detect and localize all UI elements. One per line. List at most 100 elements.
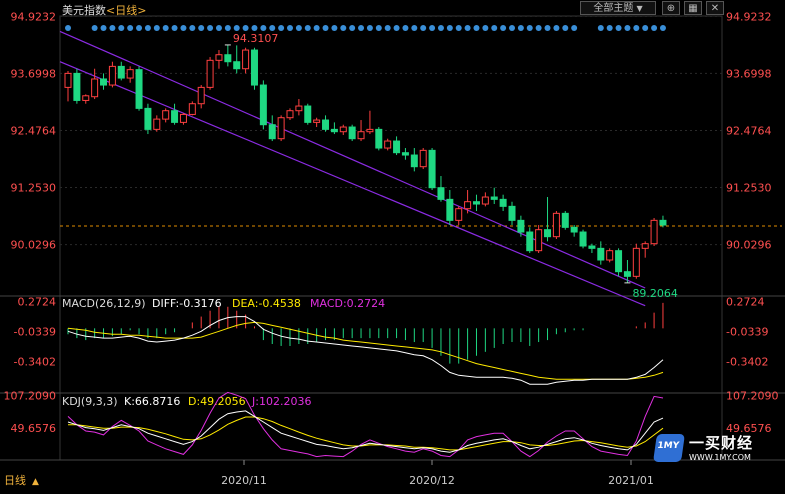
- y-tick-right: 90.0296: [726, 239, 772, 252]
- signal-dot: [526, 25, 533, 31]
- candle-body: [570, 226, 578, 233]
- kdj-j-label: J:102.2036: [251, 395, 311, 408]
- candle-body: [472, 201, 480, 205]
- signal-dot: [251, 25, 258, 31]
- trend-channel-line: [59, 61, 646, 307]
- signal-dot: [402, 25, 409, 31]
- candle-body: [268, 124, 276, 140]
- candle-body: [304, 105, 312, 123]
- candle-body: [295, 105, 303, 112]
- candle-body: [579, 231, 587, 247]
- macd-y-tick-right: 0.2724: [726, 296, 765, 309]
- kdj-k-line: [67, 410, 664, 453]
- macd-y-tick-left: 0.2724: [18, 296, 57, 309]
- signal-dot: [162, 25, 169, 31]
- candle-body: [91, 78, 99, 98]
- signal-dot: [233, 25, 240, 31]
- candle-body: [623, 271, 631, 277]
- x-tick-label: 2021/01: [608, 474, 654, 487]
- signal-dot: [642, 25, 649, 31]
- candle-body: [153, 118, 161, 130]
- candle-body: [428, 149, 436, 189]
- kdj-d-line: [68, 416, 664, 451]
- candle-body: [650, 219, 658, 245]
- signal-dot: [118, 25, 125, 31]
- candle-body: [561, 212, 569, 228]
- candle-body: [588, 245, 596, 249]
- x-tick-label: 2020/11: [221, 474, 267, 487]
- signal-dot: [269, 25, 276, 31]
- candle-body: [481, 196, 489, 205]
- logo-mark: 1MY: [653, 434, 685, 462]
- candle-body: [108, 65, 116, 86]
- candle-body: [348, 126, 356, 140]
- signal-dot: [509, 25, 515, 31]
- signal-dot: [242, 25, 249, 31]
- period-label[interactable]: <日线>: [106, 4, 147, 17]
- signal-dot: [304, 25, 311, 31]
- zoom-icon[interactable]: ⊕: [662, 1, 680, 15]
- candle-body: [526, 231, 534, 252]
- macd-diff-label: DIFF:-0.3176: [152, 297, 222, 310]
- signal-dot: [136, 25, 143, 31]
- signal-dot: [482, 25, 489, 31]
- macd-value-label: MACD:0.2724: [310, 297, 385, 310]
- candle-body: [606, 250, 614, 261]
- candle-body: [357, 131, 365, 140]
- kdj-k-label: K:66.8716: [124, 395, 180, 408]
- signal-dot: [473, 25, 480, 31]
- logo: 1MY 一买财经 WWW.1MY.COM: [653, 432, 767, 468]
- candle-body: [455, 208, 463, 221]
- theme-dropdown[interactable]: 全部主题 ▼: [580, 1, 656, 15]
- signal-dot: [571, 25, 578, 31]
- candle-body: [384, 140, 392, 149]
- candle-body: [552, 212, 560, 238]
- signal-dot: [597, 25, 604, 31]
- candle-body: [641, 243, 649, 249]
- signal-dot: [278, 25, 285, 31]
- kdj-y-tick-right: 107.2090: [726, 390, 779, 403]
- y-tick-right: 94.9232: [726, 10, 772, 23]
- y-tick-left: 92.4764: [11, 124, 57, 137]
- candle-body: [179, 113, 187, 123]
- candle-body: [446, 198, 454, 221]
- candle-body: [499, 198, 507, 207]
- signal-dot: [544, 25, 551, 31]
- candle-body: [144, 107, 152, 130]
- diff-line: [67, 316, 664, 385]
- signal-dot: [553, 25, 560, 31]
- candle-body: [73, 72, 81, 101]
- signal-dot: [313, 25, 320, 31]
- candle-body: [517, 219, 525, 233]
- close-icon[interactable]: ✕: [706, 1, 724, 15]
- signal-dot: [366, 25, 373, 31]
- signal-dot: [340, 25, 347, 31]
- candle-body: [401, 152, 409, 156]
- signal-dot: [180, 25, 187, 31]
- candle-body: [544, 229, 552, 238]
- signal-dot: [633, 25, 640, 31]
- kdj-title: KDJ(9,3,3): [62, 395, 118, 408]
- candle-body: [259, 84, 267, 126]
- signal-dot: [455, 25, 462, 31]
- signal-dot: [349, 25, 356, 31]
- macd-y-tick-left: -0.0339: [14, 326, 56, 339]
- settings-icon[interactable]: ▦: [684, 1, 702, 15]
- signal-dot: [171, 25, 178, 31]
- candle-body: [535, 229, 543, 252]
- signal-dot: [464, 25, 471, 31]
- y-tick-left: 91.2530: [11, 182, 57, 195]
- kdj-j-line: [67, 391, 664, 458]
- signal-dot: [189, 25, 196, 31]
- signal-dot: [535, 25, 542, 31]
- candle-body: [277, 117, 285, 140]
- signal-dot: [420, 25, 427, 31]
- signal-dot: [215, 25, 222, 31]
- candle-body: [508, 205, 516, 221]
- signal-dot: [651, 25, 658, 31]
- candle-body: [197, 86, 205, 105]
- signal-dot: [65, 25, 71, 31]
- y-tick-right: 93.6998: [726, 67, 772, 80]
